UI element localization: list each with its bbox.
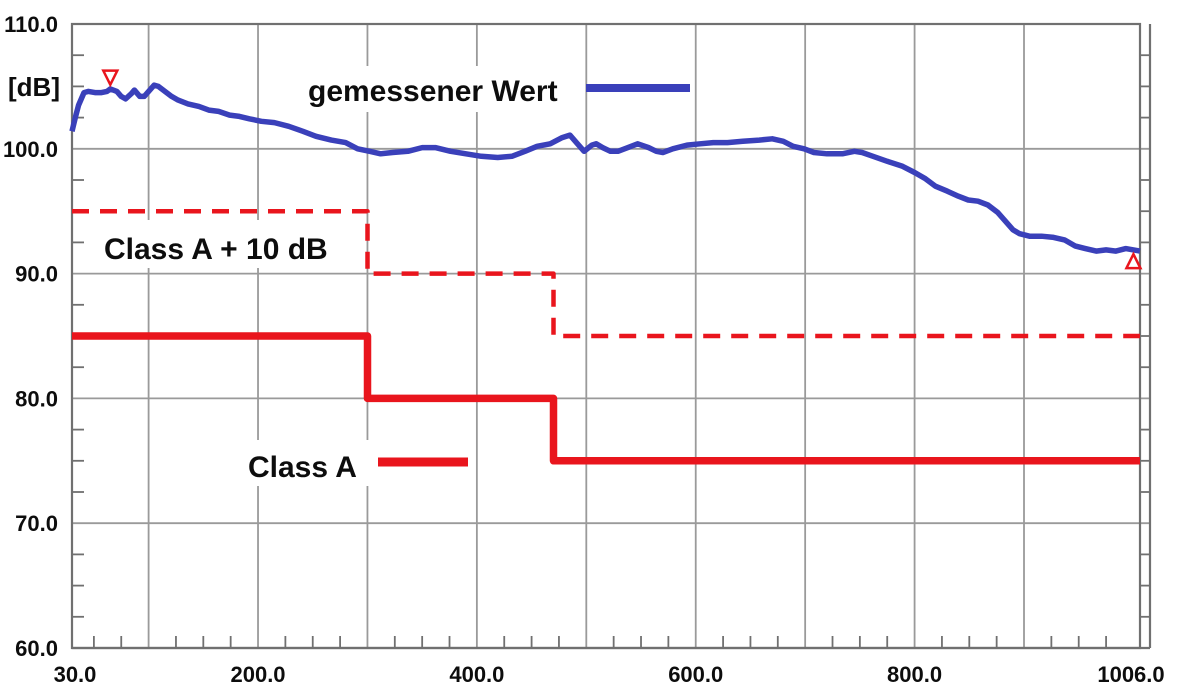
x-tick-label: 400.0 <box>449 662 504 687</box>
legend-class-a-bg <box>238 440 372 486</box>
y-tick-label: 80.0 <box>15 386 58 411</box>
series-gemessener-wert <box>69 82 1141 254</box>
end-marker-icon <box>1124 251 1143 270</box>
x-tick-label: 30.0 <box>54 662 97 687</box>
legend-class-a-plus-10-label: Class A + 10 dB <box>104 233 328 266</box>
y-tick-label: 60.0 <box>15 636 58 661</box>
peak-marker-icon <box>101 69 120 88</box>
y-tick-label: 90.0 <box>15 262 58 287</box>
x-tick-label: 200.0 <box>230 662 285 687</box>
x-tick-label: 800.0 <box>887 662 942 687</box>
marker-layer <box>101 69 1143 270</box>
y-axis-unit-label: [dB] <box>8 72 60 102</box>
series-class-a <box>72 332 1140 465</box>
series-layer <box>69 82 1141 465</box>
x-tick-label: 600.0 <box>668 662 723 687</box>
tick-label-layer: 110.0 100.0 90.0 80.0 70.0 60.030.0 200.0 400.0… <box>3 12 1165 687</box>
legend-class-a-label: Class A <box>248 451 357 484</box>
y-tick-label: 110.0 <box>4 12 58 37</box>
legend-texts: [dB] gemessener Wert Class A + 10 dB Cla… <box>8 72 690 484</box>
series-class-a-10-db <box>72 208 1140 339</box>
legend-class-a-plus-10-bg <box>92 220 354 268</box>
x-tick-label: 1006.0 <box>1097 662 1164 687</box>
legend-measured-bg <box>298 66 580 112</box>
y-tick-label: 100.0 <box>3 137 58 162</box>
y-tick-label: 70.0 <box>15 511 58 536</box>
legend-measured-label: gemessener Wert <box>308 75 558 108</box>
legend-backgrounds <box>92 66 580 486</box>
